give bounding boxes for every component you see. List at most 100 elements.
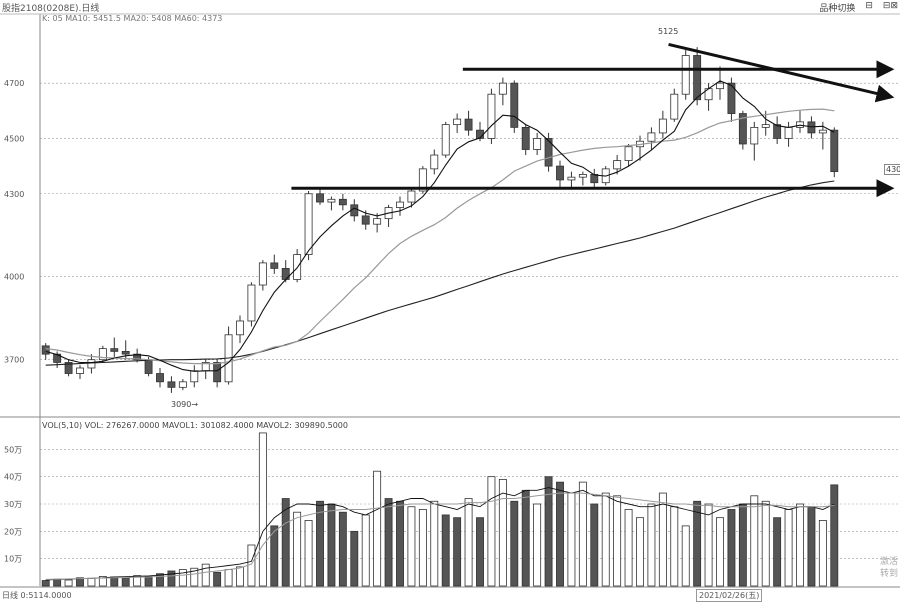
candle-body [658,118,667,134]
ma-long-line [45,180,835,366]
candle-body [121,350,130,355]
volume-bar [601,492,610,587]
switch-product-button[interactable]: 品种切换 [819,4,856,14]
candle-body [64,362,73,374]
window-controls-icon[interactable]: ⊟⊠ [882,1,898,11]
candle-body [567,176,576,181]
volume-bar [521,489,530,587]
volume-bar [590,503,599,587]
volume-bar [201,563,210,587]
volume-indicator-text: VOL(5,10) VOL: 276267.0000 MAVOL1: 30108… [42,421,348,430]
volume-bar [133,575,142,587]
price-layer [41,47,839,393]
volume-bar [144,575,153,587]
candle-body [498,82,507,95]
candle-body [670,93,679,120]
candle-body [247,284,256,322]
candle-body [396,201,404,208]
low-price-label: 3090→ [171,400,199,409]
label-layer: 3700 4000 4300 4500 4700 10万 20万 30万 40万 50万 [4,79,24,564]
volume-bar [773,517,782,587]
candle-body [156,373,164,383]
volume-bar [796,503,804,587]
ma-layer [45,80,835,372]
candle-body [716,82,724,90]
candle-body [521,126,530,150]
volume-bar [167,570,176,587]
volume-bar [76,577,84,587]
price-tick-label: 4000 [4,273,24,282]
volume-bar [727,509,736,587]
candle-body [144,359,153,374]
volume-layer [41,432,839,587]
candle-body [236,320,244,336]
candle-body [533,138,542,150]
minimize-icon[interactable]: ⊟ [865,1,873,11]
candle-body [761,124,770,128]
candle-body [773,124,782,139]
volume-bar [738,503,747,587]
volume-bar [498,478,507,587]
candle-body [556,165,564,181]
candle-body [407,190,416,203]
volume-bar [418,509,427,587]
volume-bar [830,484,839,587]
volume-bar [613,495,622,587]
candle-body [693,55,702,101]
candle-body [361,215,370,225]
candle-body [613,160,622,170]
volume-bar [658,492,667,587]
volume-tick-label: 30万 [4,500,22,509]
candle-body [213,362,222,383]
volume-bar [807,506,816,587]
price-tick-label: 4300 [4,190,24,199]
ma-mid-line [45,108,835,365]
candle-body [281,268,290,280]
volume-tick-label: 50万 [4,445,22,454]
volume-bar [407,506,416,587]
candle-body [830,129,839,173]
candle-body [190,370,199,383]
volume-bar [441,514,450,587]
volume-bar [750,495,759,587]
volume-bar [224,569,233,587]
candle-body [327,198,336,203]
watermark-line-2: 转到 [880,569,899,579]
volume-bar [487,476,496,587]
price-tick-label: 4500 [4,134,24,143]
volume-bar [476,517,484,587]
candle-body [270,262,279,269]
volume-tick-label: 40万 [4,473,22,482]
candle-body [338,198,347,206]
volume-bar [624,509,633,587]
volume-bar [258,432,267,587]
volume-bar [384,498,393,587]
volume-bar [247,544,256,587]
volume-bar [236,566,244,587]
volume-bar [784,509,793,587]
volume-bar [430,500,439,587]
annotation-layer [291,42,895,198]
volume-bar [818,520,827,587]
volume-bar [213,571,222,587]
volume-bar [670,506,679,587]
toolbar: 品种切换 ⊟ ⊟⊠ [819,1,898,14]
candle-body [544,138,553,167]
trend-arrow [668,42,895,103]
candle-body [178,381,187,388]
candle-body [258,262,267,286]
volume-bar [373,470,382,587]
volume-bar [281,498,290,587]
candle-body [98,348,107,361]
volume-bar [396,500,404,587]
candle-body [807,121,816,134]
volume-bar [567,492,576,587]
volume-bar [327,503,336,587]
candle-body [110,348,119,352]
candle-body [796,121,804,128]
candle-body [87,359,96,369]
watermark-line-1: 激活 [880,557,899,567]
candle-body [750,126,759,145]
